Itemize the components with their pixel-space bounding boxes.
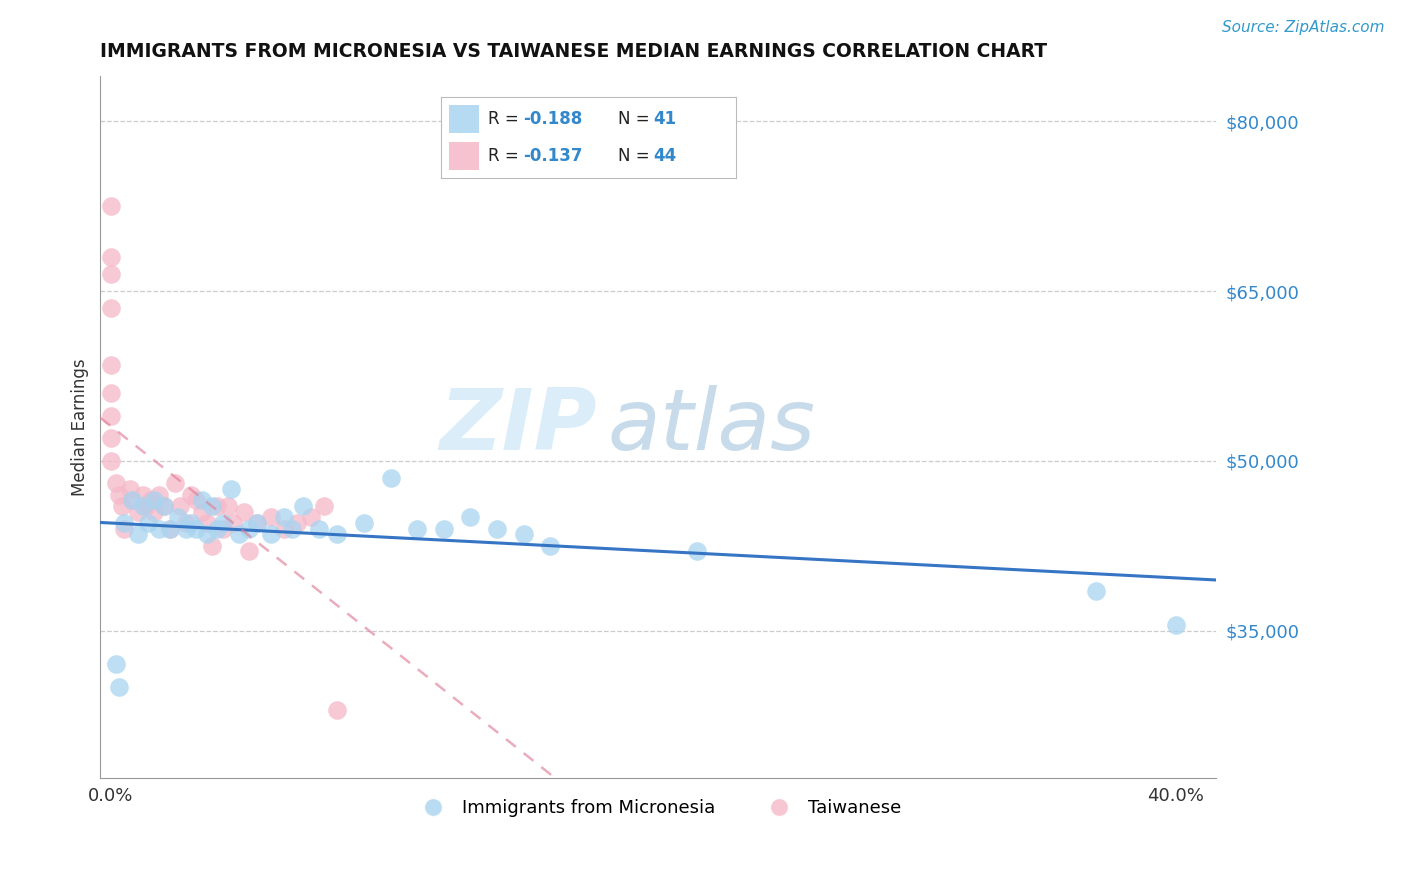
Point	[112, 516, 135, 530]
Point	[139, 493, 162, 508]
Point	[121, 493, 143, 508]
Point	[538, 539, 561, 553]
Point	[174, 516, 197, 530]
Point	[100, 431, 122, 445]
Point	[132, 499, 155, 513]
Point	[207, 499, 229, 513]
Point	[211, 516, 233, 530]
Point	[112, 522, 135, 536]
Point	[299, 510, 322, 524]
Point	[228, 527, 250, 541]
Point	[166, 510, 188, 524]
Point	[159, 522, 181, 536]
Point	[273, 522, 295, 536]
Point	[180, 516, 202, 530]
Text: ZIP: ZIP	[439, 385, 596, 468]
Point	[238, 522, 260, 536]
Point	[118, 482, 141, 496]
Point	[159, 522, 181, 536]
Point	[1085, 583, 1108, 598]
Point	[291, 499, 314, 513]
Point	[326, 703, 349, 717]
Point	[100, 358, 122, 372]
Text: IMMIGRANTS FROM MICRONESIA VS TAIWANESE MEDIAN EARNINGS CORRELATION CHART: IMMIGRANTS FROM MICRONESIA VS TAIWANESE …	[100, 42, 1047, 61]
Point	[195, 527, 218, 541]
Point	[121, 493, 143, 508]
Point	[100, 386, 122, 401]
Legend: Immigrants from Micronesia, Taiwanese: Immigrants from Micronesia, Taiwanese	[408, 792, 908, 824]
Point	[353, 516, 375, 530]
Point	[105, 476, 128, 491]
Point	[132, 488, 155, 502]
Point	[233, 505, 256, 519]
Point	[260, 527, 283, 541]
Point	[211, 522, 233, 536]
Point	[148, 488, 170, 502]
Point	[108, 680, 131, 694]
Point	[222, 516, 245, 530]
Point	[148, 522, 170, 536]
Point	[1164, 617, 1187, 632]
Point	[201, 539, 224, 553]
Point	[312, 499, 335, 513]
Point	[246, 516, 269, 530]
Point	[100, 301, 122, 315]
Point	[217, 499, 239, 513]
Point	[169, 499, 191, 513]
Point	[108, 488, 131, 502]
Point	[105, 657, 128, 672]
Point	[260, 510, 283, 524]
Point	[135, 499, 157, 513]
Text: atlas: atlas	[607, 385, 815, 468]
Point	[100, 199, 122, 213]
Text: Source: ZipAtlas.com: Source: ZipAtlas.com	[1222, 20, 1385, 35]
Point	[100, 454, 122, 468]
Point	[153, 499, 176, 513]
Point	[100, 267, 122, 281]
Point	[201, 499, 224, 513]
Point	[127, 527, 149, 541]
Point	[512, 527, 534, 541]
Point	[190, 505, 212, 519]
Point	[486, 522, 509, 536]
Point	[190, 493, 212, 508]
Point	[153, 499, 176, 513]
Point	[285, 516, 308, 530]
Point	[142, 505, 165, 519]
Y-axis label: Median Earnings: Median Earnings	[72, 358, 89, 496]
Point	[195, 516, 218, 530]
Point	[380, 471, 402, 485]
Point	[111, 499, 134, 513]
Point	[460, 510, 482, 524]
Point	[308, 522, 330, 536]
Point	[238, 544, 260, 558]
Point	[100, 409, 122, 423]
Point	[219, 482, 242, 496]
Point	[100, 250, 122, 264]
Point	[142, 493, 165, 508]
Point	[174, 522, 197, 536]
Point	[406, 522, 429, 536]
Point	[180, 488, 202, 502]
Point	[433, 522, 456, 536]
Point	[207, 522, 229, 536]
Point	[186, 493, 208, 508]
Point	[136, 516, 159, 530]
Point	[163, 476, 186, 491]
Point	[273, 510, 295, 524]
Point	[281, 522, 304, 536]
Point	[246, 516, 269, 530]
Point	[186, 522, 208, 536]
Point	[326, 527, 349, 541]
Point	[127, 505, 149, 519]
Point	[686, 544, 709, 558]
